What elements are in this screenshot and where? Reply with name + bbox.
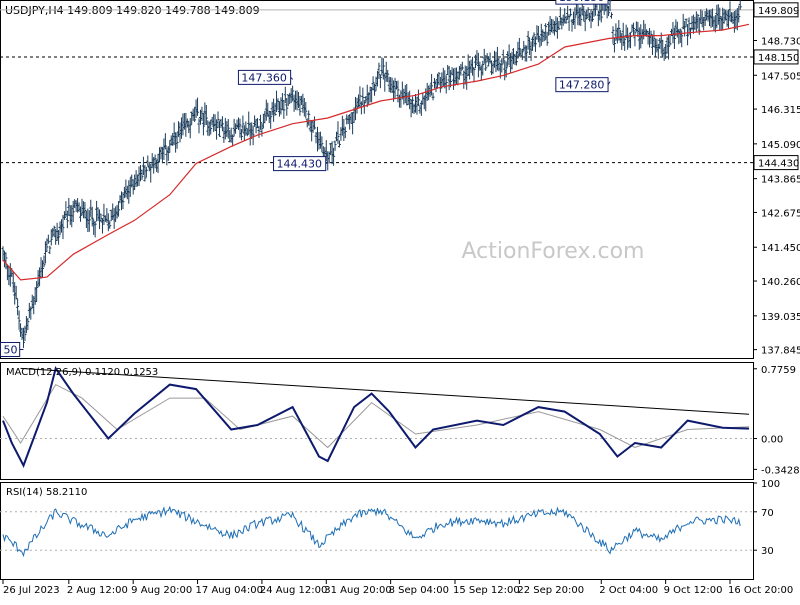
price-header: USDJPY,H4 149.809 149.820 149.788 149.80… [5, 4, 260, 17]
price-tick-label: 139.035 [761, 312, 800, 323]
level-tag-label: 144.430 [758, 159, 799, 170]
x-tick-label: 31 Aug 20:00 [324, 585, 391, 596]
x-tick-label: 2 Aug 12:00 [67, 585, 128, 596]
x-tick-label: 22 Sep 20:00 [517, 585, 584, 596]
watermark: ActionForex.com [462, 239, 645, 264]
x-tick-label: 9 Oct 12:00 [664, 585, 723, 596]
level-tag-label: 148.150 [758, 53, 799, 64]
rsi-tick-label: 100 [761, 479, 780, 490]
annotation-label: 144.430 [277, 158, 323, 171]
x-tick-label: 8 Sep 04:00 [389, 585, 449, 596]
annotation-label: 50 [3, 343, 17, 356]
x-tick-label: 9 Aug 20:00 [131, 585, 192, 596]
price-tick-label: 147.505 [761, 71, 800, 82]
macd-tick-label: 0.00 [761, 435, 783, 446]
rsi-tick-label: 70 [761, 508, 774, 519]
price-tick-label: 148.730 [761, 36, 800, 47]
price-tick-label: 145.090 [761, 140, 800, 151]
x-tick-label: 26 Jul 2023 [3, 585, 60, 596]
price-tick-label: 143.865 [761, 175, 800, 186]
rsi-header: RSI(14) 58.2110 [6, 487, 87, 498]
x-tick-label: 24 Aug 12:00 [260, 585, 327, 596]
price-tick-label: 137.845 [761, 346, 800, 357]
rsi-tick-label: 30 [761, 546, 774, 557]
price-tick-label: 146.315 [761, 105, 800, 116]
price-tick-label: 140.260 [761, 277, 800, 288]
price-tick-label: 142.675 [761, 208, 800, 219]
annotation-label: 147.360 [241, 71, 287, 84]
macd-tick-label: 0.7759 [761, 365, 796, 376]
macd-tick-label: -0.3428 [761, 465, 800, 476]
price-tick-label: 141.450 [761, 243, 800, 254]
annotation-label: 147.280 [559, 79, 605, 92]
current-price-label: 149.809 [758, 6, 799, 17]
x-tick-label: 17 Aug 04:00 [196, 585, 263, 596]
x-tick-label: 15 Sep 12:00 [453, 585, 520, 596]
x-tick-label: 2 Oct 04:00 [599, 585, 658, 596]
x-tick-label: 16 Oct 20:00 [728, 585, 793, 596]
annotation-label: 150.150 [559, 0, 605, 4]
